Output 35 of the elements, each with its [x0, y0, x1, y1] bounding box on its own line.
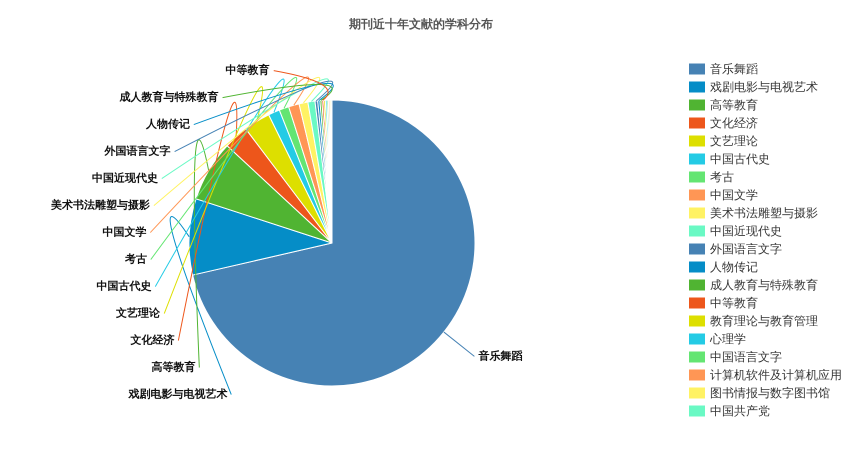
- legend-label: 中等教育: [710, 296, 758, 310]
- legend-label: 高等教育: [710, 98, 758, 112]
- slice-label: 考古: [124, 254, 147, 266]
- slice-label: 美术书法雕塑与摄影: [50, 200, 150, 212]
- legend-label: 中国文学: [710, 188, 758, 202]
- legend-label: 戏剧电影与电视艺术: [710, 80, 818, 94]
- legend-label: 人物传记: [710, 260, 758, 274]
- legend-label: 心理学: [710, 332, 746, 346]
- slice-label: 文化经济: [130, 334, 174, 347]
- legend-label: 文化经济: [710, 116, 758, 130]
- slice-label: 成人教育与特殊教育: [120, 92, 219, 104]
- legend-label: 图书情报与数字图书馆: [710, 386, 830, 400]
- legend-label: 计算机软件及计算机应用: [710, 368, 842, 382]
- legend-label: 外国语言文字: [710, 242, 782, 256]
- legend-label: 中国古代史: [710, 152, 770, 166]
- legend-label: 成人教育与特殊教育: [710, 278, 818, 292]
- slice-label: 戏剧电影与电视艺术: [128, 388, 228, 401]
- slice-label: 中国近现代史: [92, 172, 158, 185]
- legend-label: 音乐舞蹈: [710, 62, 758, 76]
- slice-label: 中等教育: [226, 64, 270, 77]
- legend-label: 教育理论与教育管理: [710, 314, 818, 328]
- slice-label: 人物传记: [146, 118, 190, 131]
- legend-label: 中国共产党: [710, 404, 770, 418]
- legend-label: 中国近现代史: [710, 224, 782, 238]
- slice-label: 高等教育: [151, 362, 196, 374]
- slice-label: 中国文学: [102, 226, 146, 239]
- slice-label: 音乐舞蹈: [478, 350, 522, 362]
- chart-title: 期刊近十年文献的学科分布: [349, 17, 493, 31]
- legend-label: 中国语言文字: [710, 350, 782, 364]
- slice-label: 中国古代史: [96, 280, 152, 293]
- slice-label: 外国语言文字: [104, 146, 171, 158]
- slice-label: 文艺理论: [116, 308, 160, 320]
- legend-label: 文艺理论: [710, 134, 758, 148]
- legend-label: 美术书法雕塑与摄影: [710, 206, 818, 220]
- legend-label: 考古: [710, 170, 734, 184]
